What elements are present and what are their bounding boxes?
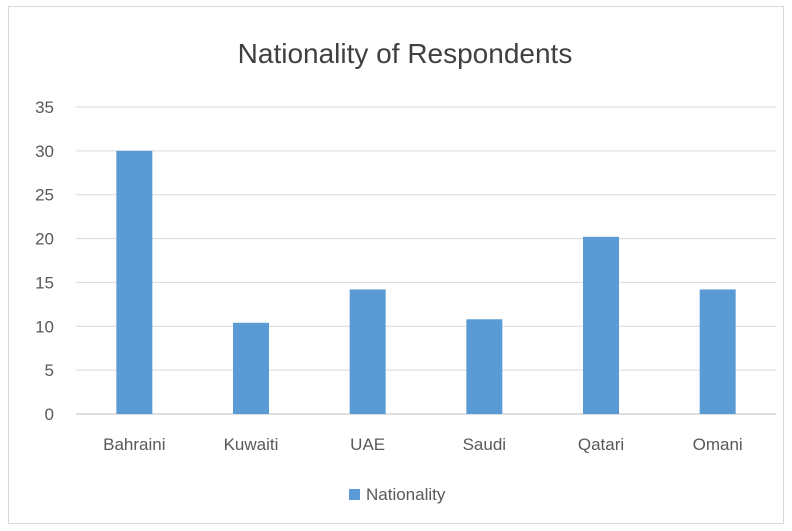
y-tick-label: 35 [35,98,54,117]
legend-swatch-nationality [349,489,360,500]
x-tick-label-bahraini: Bahraini [103,435,165,454]
y-tick-label: 20 [35,230,54,249]
y-tick-label: 10 [35,317,54,336]
x-tick-label-omani: Omani [693,435,743,454]
bar-uae [349,289,386,414]
x-axis: Bahraini Kuwaiti UAE Saudi Qatari Omani [103,435,743,454]
x-tick-label-saudi: Saudi [463,435,506,454]
legend: Nationality [349,485,446,504]
chart-title: Nationality of Respondents [238,38,573,69]
bar-qatari [583,236,619,414]
y-tick-label: 25 [35,186,54,205]
bar-bahraini [116,150,153,414]
y-tick-label: 30 [35,142,54,161]
x-tick-label-uae: UAE [350,435,385,454]
y-axis: 0 5 10 15 20 25 30 35 [35,98,54,424]
y-tick-label: 15 [35,273,54,292]
y-tick-label: 0 [45,405,54,424]
y-tick-label: 5 [45,361,54,380]
bars [116,150,736,414]
x-tick-label-qatari: Qatari [578,435,624,454]
gridlines [76,106,776,415]
bar-kuwaiti [233,322,269,414]
bar-saudi [466,319,503,414]
legend-label-nationality: Nationality [366,485,446,504]
x-tick-label-kuwaiti: Kuwaiti [224,435,279,454]
bar-omani [699,289,736,414]
